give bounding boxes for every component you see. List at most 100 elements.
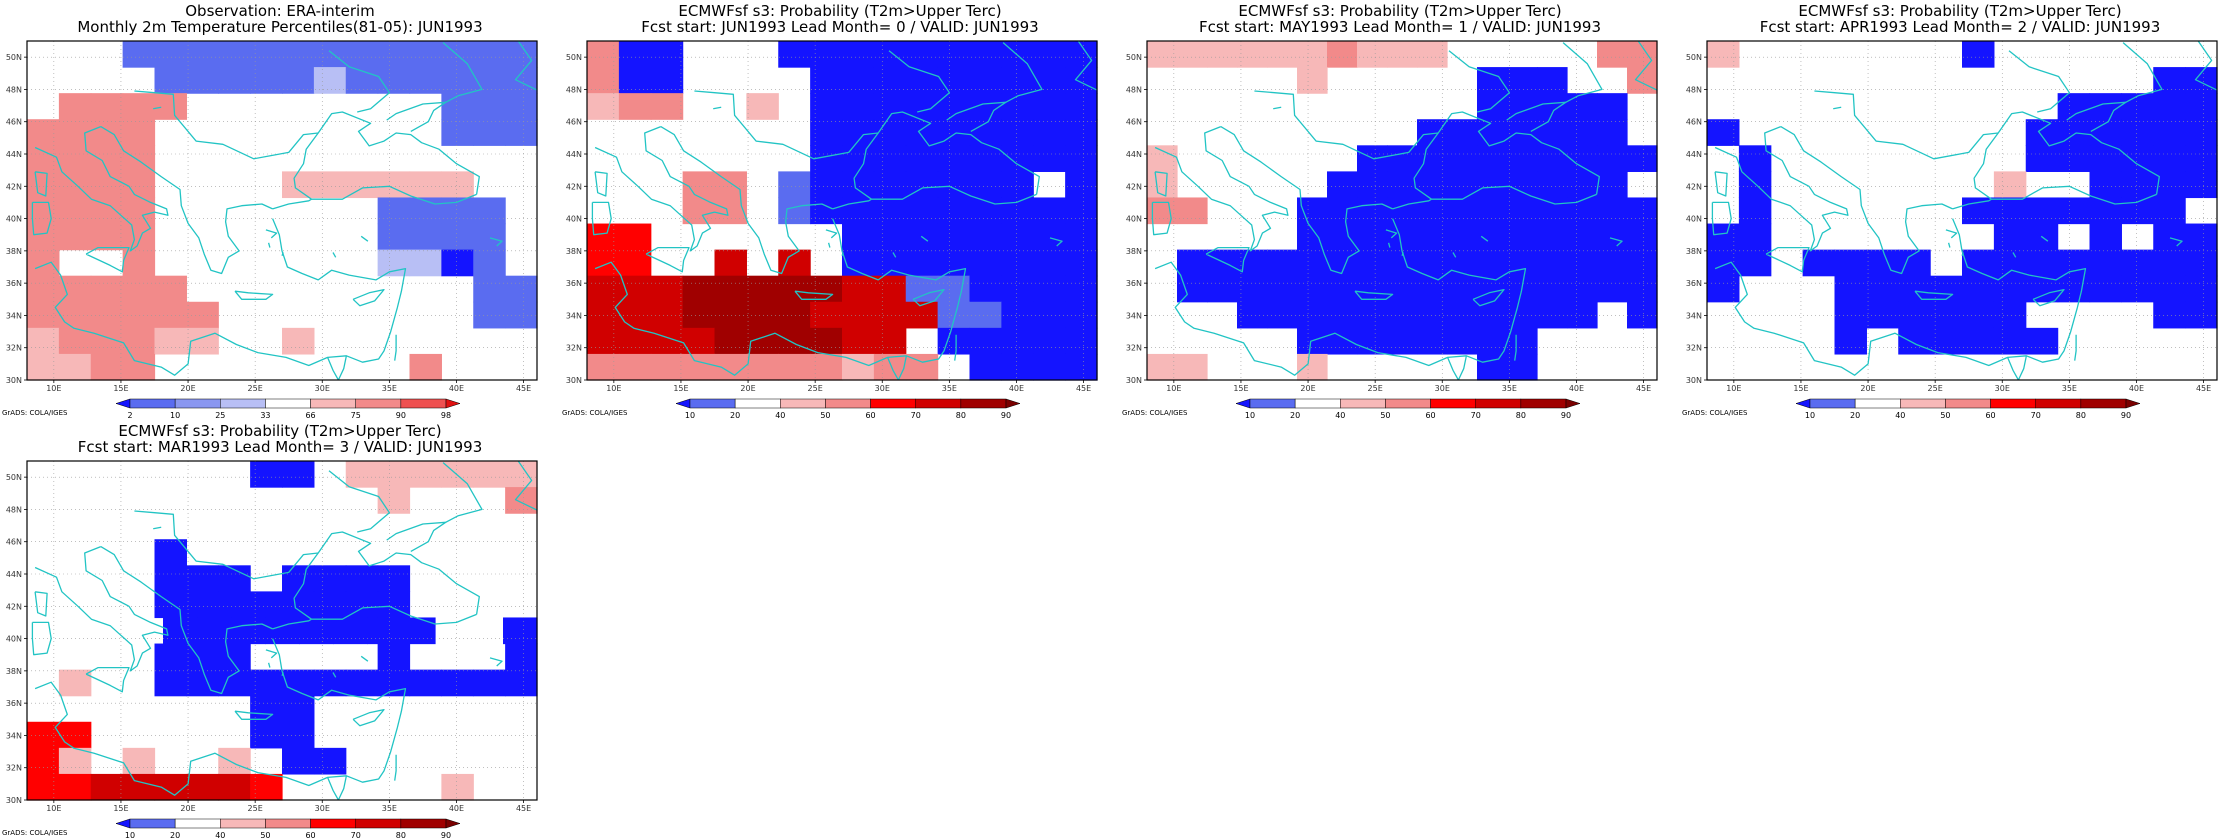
coastline <box>265 229 278 239</box>
coastline <box>645 246 690 273</box>
grid-cell <box>58 669 92 697</box>
grid-cell <box>1707 249 1740 277</box>
grid-cell <box>1507 249 1538 277</box>
grid-cell <box>1387 327 1418 355</box>
colorbar-label: 70 <box>351 831 361 840</box>
grid-cell <box>2025 249 2059 277</box>
grid-cell <box>873 223 907 251</box>
grid-cell <box>2089 223 2122 251</box>
grid-cell <box>1567 197 1598 225</box>
lat-tick-label: 46N <box>6 118 22 127</box>
grid-cell <box>587 249 620 277</box>
grid-cell <box>905 197 939 225</box>
grid-cell <box>1537 119 1568 146</box>
grid-cell <box>333 617 368 645</box>
grid-cell <box>282 41 315 68</box>
coastline <box>489 657 503 667</box>
grid-cell <box>1001 353 1034 381</box>
coastline <box>1973 111 2160 200</box>
grid-cell <box>2089 197 2122 225</box>
grid-cell <box>1537 223 1568 251</box>
grid-cell <box>937 223 971 251</box>
grid-cell <box>746 301 779 329</box>
grid-cell <box>1537 171 1568 199</box>
coastline <box>1714 218 2087 376</box>
grid-cell <box>873 197 907 225</box>
colorbar-segment <box>1854 398 1901 409</box>
coastline <box>1656 145 1657 147</box>
grid-cell <box>618 249 652 277</box>
grid-cell <box>937 327 971 355</box>
lat-tick-label: 44N <box>6 150 22 159</box>
coastline <box>2194 41 2217 91</box>
map-svg: ECMWFsf s3: Probability (T2m>Upper Terc)… <box>562 2 1098 420</box>
grid-cell <box>1327 275 1358 303</box>
grid-cell <box>250 461 283 488</box>
grid-cell <box>377 565 411 592</box>
colorbar-label: 2 <box>127 411 132 420</box>
colorbar-label: 90 <box>2121 411 2131 420</box>
lon-tick-label: 20E <box>180 384 195 393</box>
grid-cell <box>1207 275 1238 303</box>
grid-cell <box>937 67 971 94</box>
coastline <box>897 355 908 380</box>
grid-cell <box>441 119 474 146</box>
coastline <box>1096 145 1097 147</box>
grid-cell <box>1738 197 1772 225</box>
grid-cell <box>367 617 402 645</box>
grid-cell <box>969 41 1002 68</box>
lat-tick-label: 50N <box>6 53 22 62</box>
colorbar-label: 25 <box>215 411 225 420</box>
colorbar-segment <box>115 398 131 409</box>
grid-cell <box>1993 223 2027 251</box>
grid-cell <box>1327 171 1358 199</box>
grid-cell <box>1297 197 1328 225</box>
grid-cell <box>1962 41 1995 68</box>
colorbar-label: 66 <box>305 411 315 420</box>
lat-tick-label: 44N <box>566 150 582 159</box>
lat-tick-label: 42N <box>1126 182 1142 191</box>
grid-cell <box>503 617 538 645</box>
coastline <box>134 510 319 580</box>
grid-cell <box>682 301 716 329</box>
grid-cell <box>1001 119 1034 146</box>
grid-cell <box>473 197 506 225</box>
colorbar: 10 20 40 50 60 70 80 90 <box>1795 398 2141 420</box>
map-panel-lead3: ECMWFsf s3: Probability (T2m>Upper Terc)… <box>0 420 560 840</box>
coastline <box>337 355 348 380</box>
grid-cell <box>618 67 652 94</box>
colorbar-label: 60 <box>1425 411 1435 420</box>
grid-cell <box>27 275 60 303</box>
lat-tick-label: 32N <box>6 344 22 353</box>
grid-cell <box>1327 41 1358 68</box>
grid-cell <box>1147 197 1178 225</box>
grid-cell <box>505 643 538 671</box>
grid-cell <box>1627 197 1658 225</box>
grid-cell <box>505 119 538 146</box>
grid-cell <box>842 93 875 120</box>
coastline <box>293 531 480 620</box>
coastline <box>100 126 273 275</box>
grid-cell <box>27 171 60 199</box>
grid-cell <box>345 461 379 488</box>
grid-cell <box>1507 223 1538 251</box>
grid-cell <box>842 275 875 303</box>
grid-cell <box>1477 275 1508 303</box>
grid-cell <box>345 41 379 68</box>
lat-tick-label: 34N <box>566 311 582 320</box>
coastline <box>514 461 537 511</box>
grid-cell <box>282 461 315 488</box>
grid-cell <box>2185 275 2218 303</box>
grid-cell <box>1447 327 1478 355</box>
grid-cell <box>186 669 219 697</box>
grid-cell <box>1065 119 1098 146</box>
map-frame <box>586 40 1098 381</box>
grid-cell <box>473 93 506 120</box>
grid-cell <box>409 171 442 199</box>
panel-title-line1: Observation: ERA-interim <box>185 2 375 20</box>
map-panel-observation: Observation: ERA-interim Monthly 2m Tempe… <box>0 0 560 420</box>
grid-cell <box>58 747 92 775</box>
grid-cell <box>1065 197 1098 225</box>
grid-cell <box>2153 223 2186 251</box>
lon-tick-label: 45E <box>2196 384 2211 393</box>
